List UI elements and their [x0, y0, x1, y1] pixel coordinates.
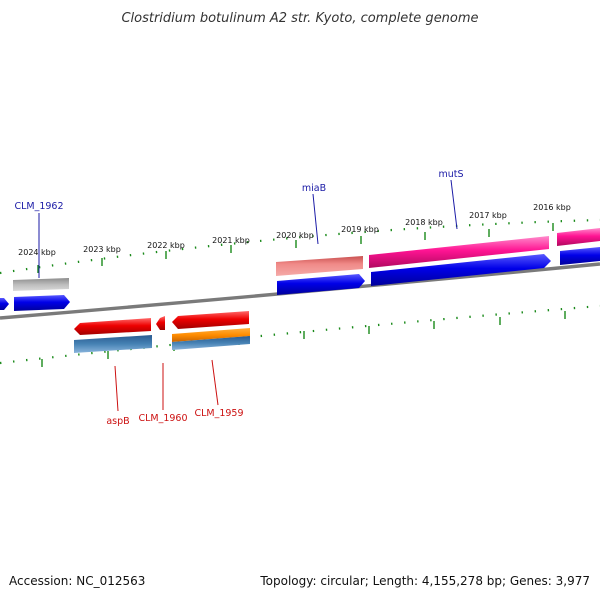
gene-label-CLM_1959: CLM_1959	[194, 408, 243, 419]
tick-label-2024: 2024 kbp	[18, 248, 56, 257]
tick-label-2020: 2020 kbp	[276, 231, 314, 240]
gene-label-mutS: mutS	[438, 169, 463, 180]
gene-miaB	[276, 256, 363, 276]
gene-orange-1959	[172, 328, 250, 342]
gene-blue-left-edge	[0, 298, 9, 310]
gene-label-CLM_1960: CLM_1960	[138, 413, 187, 424]
accession-label: Accession: NC_012563	[9, 574, 146, 588]
gene-steel-1959	[172, 336, 250, 350]
tick-label-2022: 2022 kbp	[147, 241, 185, 250]
gene-label-miaB: miaB	[302, 183, 326, 194]
gene-mutS	[369, 236, 549, 268]
gene-label-CLM_1962: CLM_1962	[14, 201, 63, 212]
tick-label-2018: 2018 kbp	[405, 218, 443, 227]
tick-label-2023: 2023 kbp	[83, 245, 121, 254]
tick-labels: 2024 kbp 2023 kbp 2022 kbp 2021 kbp 2020…	[18, 203, 571, 257]
gene-label-aspB: aspB	[106, 416, 129, 427]
genome-summary: Topology: circular; Length: 4,155,278 bp…	[260, 574, 590, 588]
gene-CLM_1960	[156, 316, 165, 330]
gene-magenta-right	[557, 228, 600, 246]
tick-label-2021: 2021 kbp	[212, 236, 250, 245]
gene-blue-1962	[14, 295, 70, 311]
gene-steel-aspB	[74, 335, 152, 353]
map-title: Clostridium botulinum A2 str. Kyoto, com…	[121, 11, 478, 26]
gene-CLM_1959	[172, 311, 249, 329]
gene-aspB	[74, 318, 151, 335]
gene-blue-mutS	[371, 254, 551, 286]
gene-CLM_1962	[13, 278, 69, 291]
gene-blue-right	[560, 247, 600, 265]
gene-blue-miaB	[277, 274, 365, 295]
tick-ring-upper	[0, 218, 600, 275]
tick-label-2017: 2017 kbp	[469, 211, 507, 220]
tick-label-2019: 2019 kbp	[341, 225, 379, 234]
tick-ring-lower	[0, 304, 600, 367]
tick-label-2016: 2016 kbp	[533, 203, 571, 212]
